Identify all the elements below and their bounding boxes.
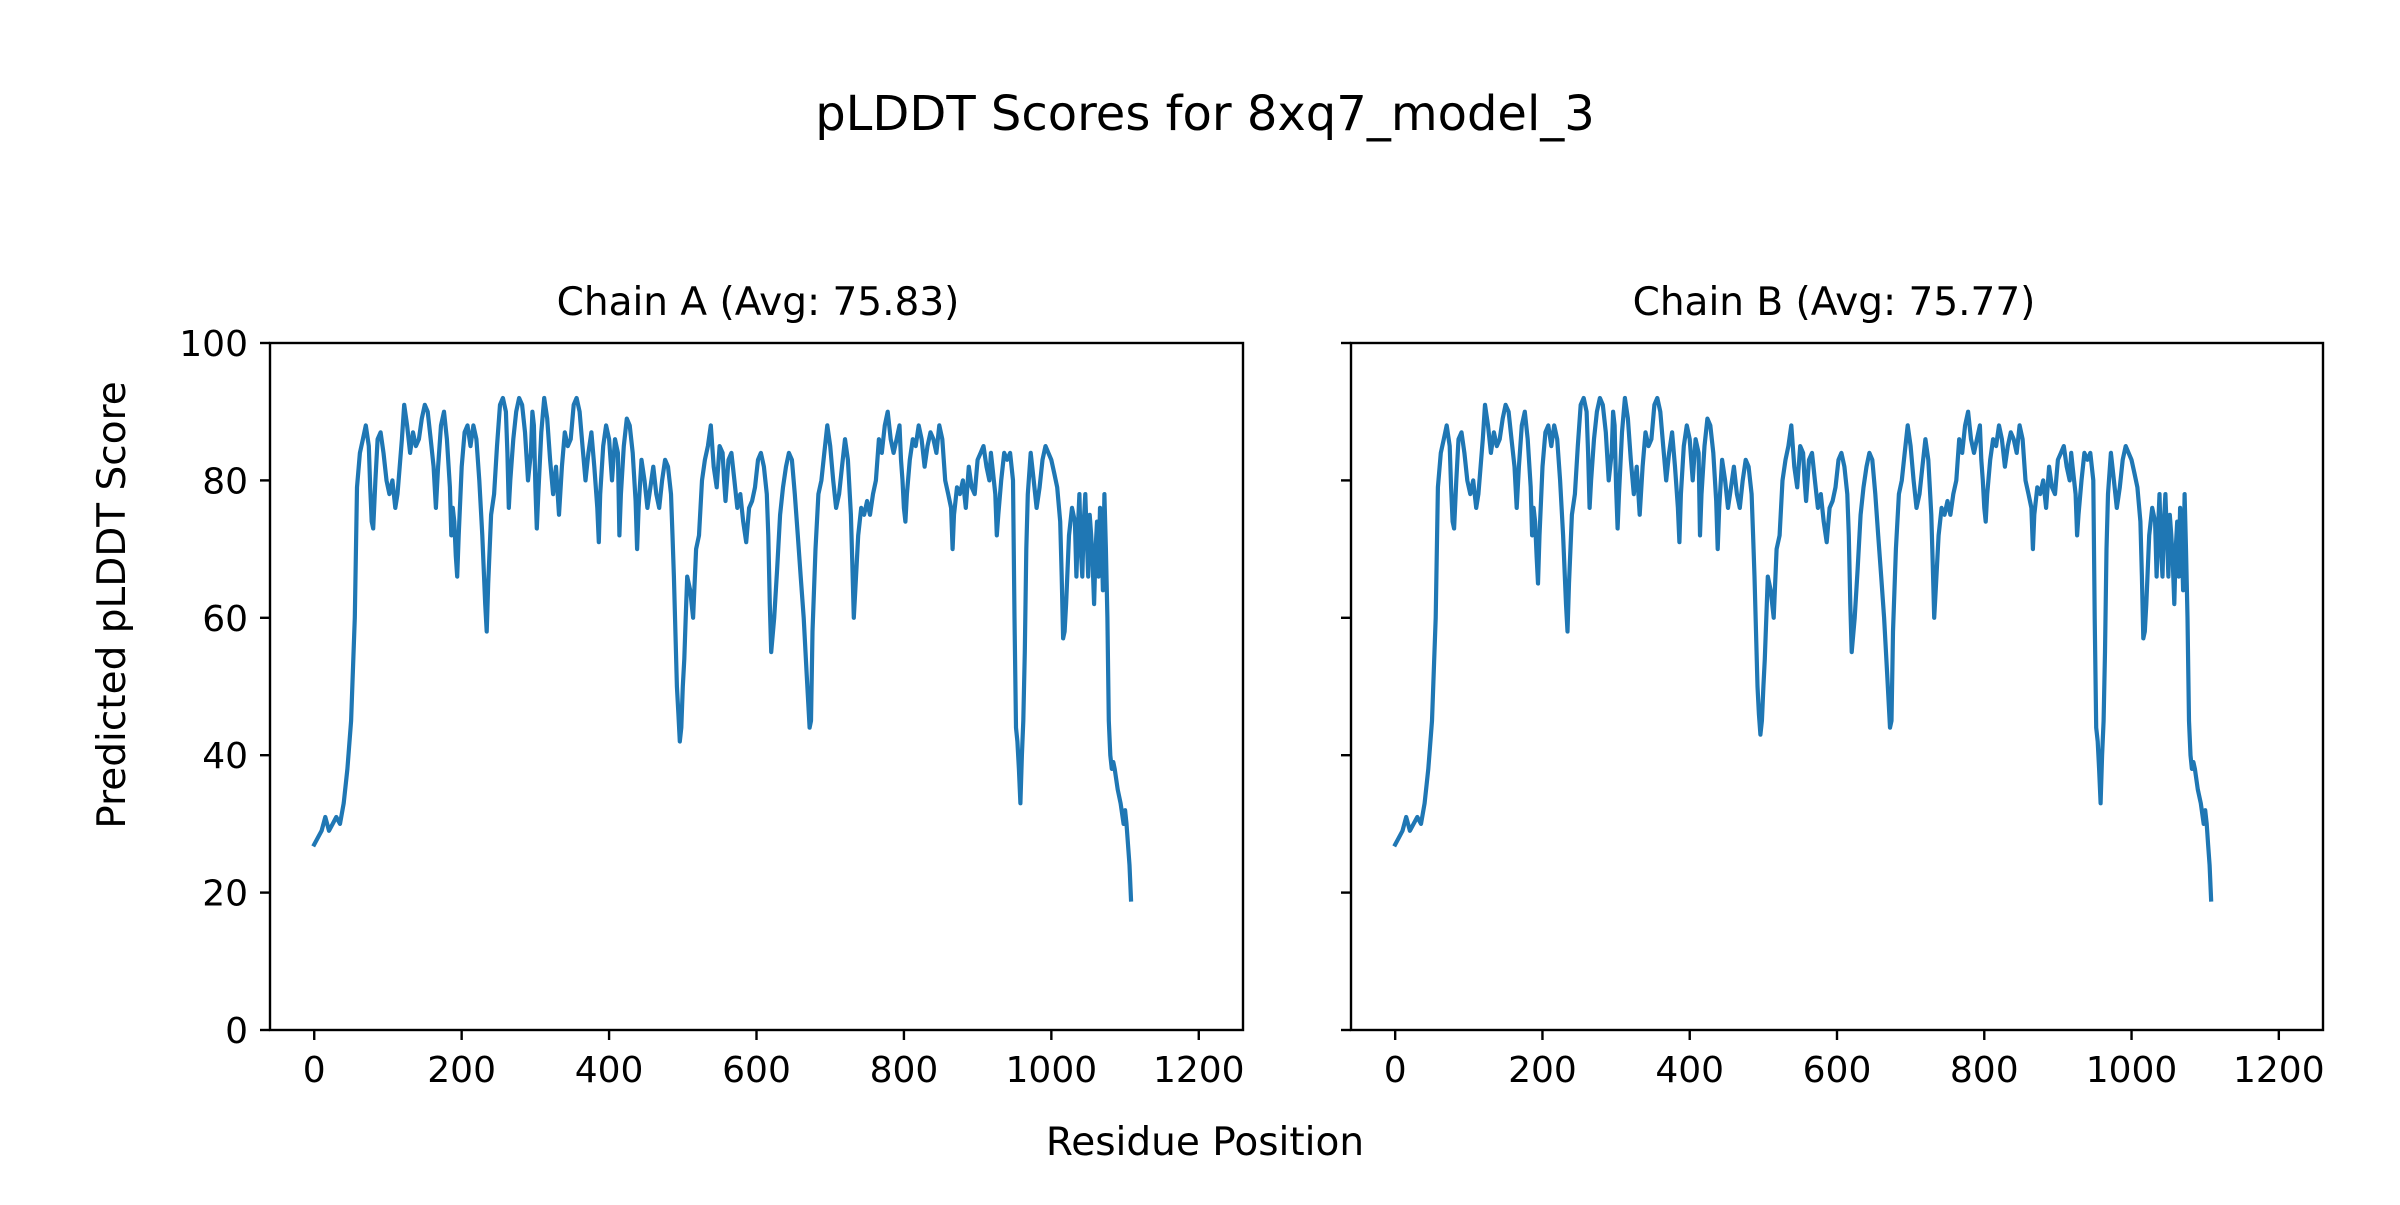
x-tick-label-chain-a-800: 800 (870, 1050, 939, 1091)
y-tick-label-chain-a-60: 60 (202, 599, 248, 640)
panel-chain-a: Chain A (Avg: 75.83) 0 200 400 600 800 1000 12… (179, 280, 1244, 1091)
y-axis-label: Predicted pLDDT Score (90, 381, 135, 828)
x-tick-label-chain-b-600: 600 (1803, 1050, 1872, 1091)
x-tick-label-chain-b-800: 800 (1950, 1050, 2019, 1091)
y-tick-label-chain-a-20: 20 (202, 874, 248, 915)
x-tick-label-chain-a-200: 200 (427, 1050, 496, 1091)
chart-title: pLDDT Scores for 8xq7_model_3 (815, 86, 1595, 142)
x-tick-label-chain-b-1000: 1000 (2086, 1050, 2178, 1091)
series-line-chain-a (311, 395, 1134, 902)
series-line-chain-b (1392, 395, 2214, 902)
x-tick-label-chain-b-0: 0 (1384, 1050, 1407, 1091)
y-tick-label-chain-a-100: 100 (179, 324, 248, 365)
x-tick-label-chain-b-1200: 1200 (2233, 1050, 2325, 1091)
x-tick-label-chain-a-600: 600 (722, 1050, 791, 1091)
y-tick-label-chain-a-40: 40 (202, 736, 248, 777)
x-tick-label-chain-b-200: 200 (1508, 1050, 1577, 1091)
x-tick-label-chain-a-0: 0 (303, 1050, 326, 1091)
panel-title-chain-b: Chain B (Avg: 75.77) (1633, 280, 2036, 325)
y-tick-label-chain-a-80: 80 (202, 461, 248, 502)
x-axis-label: Residue Position (1046, 1120, 1364, 1165)
panel-chain-b: Chain B (Avg: 75.77) 0 200 400 600 800 1000 12… (1341, 280, 2325, 1091)
x-tick-label-chain-b-400: 400 (1655, 1050, 1724, 1091)
x-tick-label-chain-a-400: 400 (575, 1050, 644, 1091)
x-tick-label-chain-a-1200: 1200 (1153, 1050, 1245, 1091)
panel-title-chain-a: Chain A (Avg: 75.83) (557, 280, 960, 325)
y-tick-label-chain-a-0: 0 (225, 1011, 248, 1052)
x-tick-label-chain-a-1000: 1000 (1006, 1050, 1098, 1091)
